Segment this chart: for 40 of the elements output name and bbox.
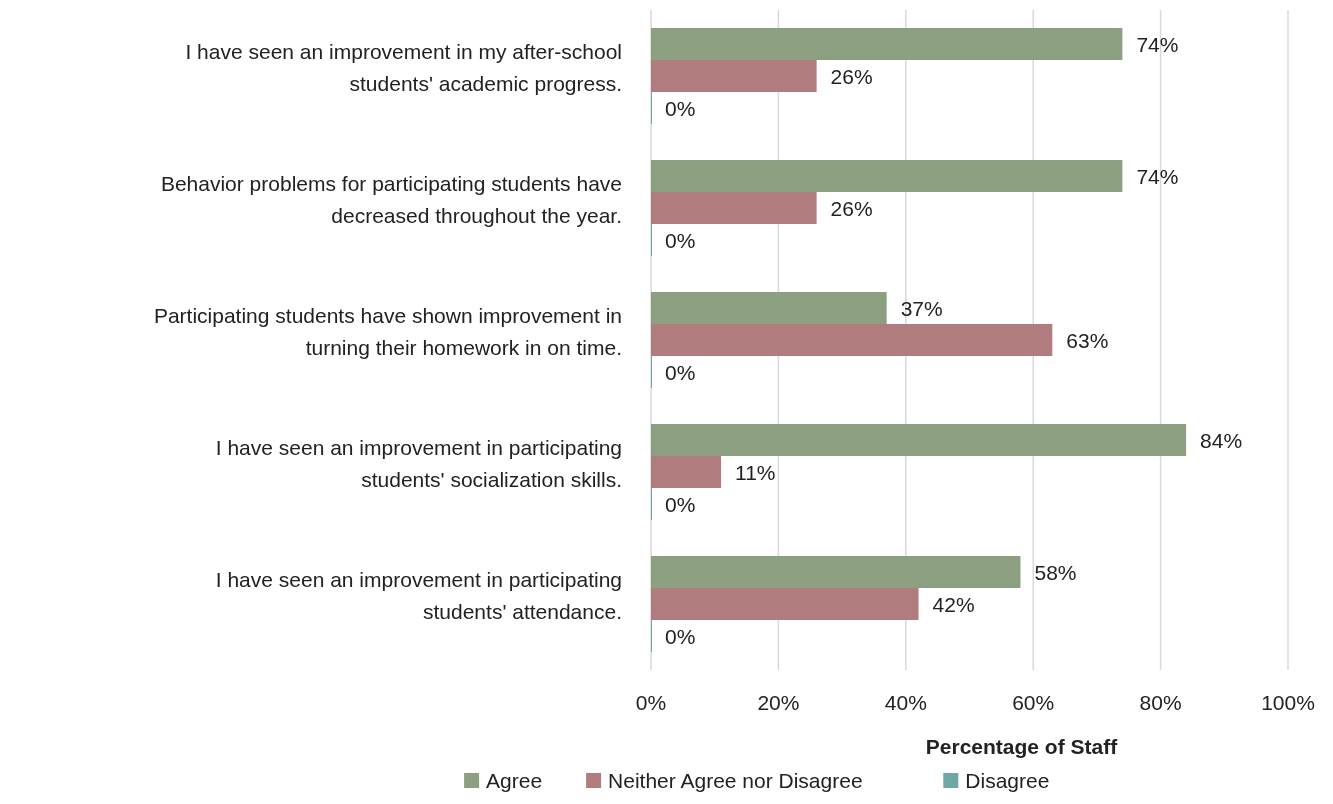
y-tick-label: I have seen an improvement in participating students' socialization skills.	[215, 436, 622, 491]
bar	[651, 424, 1187, 456]
x-tick-label: 80%	[1139, 691, 1182, 714]
data-label: 26%	[830, 65, 873, 88]
y-tick-label: I have seen an improvement in participating students' attendance.	[215, 568, 622, 623]
data-label: 0%	[665, 229, 696, 252]
bar	[651, 192, 817, 224]
data-label: 74%	[1136, 33, 1179, 56]
y-tick-label: Participating students have shown improvement in turning their homework in on time.	[153, 304, 622, 359]
data-label: 42%	[932, 593, 975, 616]
data-label: 0%	[665, 97, 696, 120]
x-tick-label: 60%	[1012, 691, 1055, 714]
x-tick-label: 100%	[1261, 691, 1315, 714]
y-tick-label: Behavior problems for participating students have decreased throughout the year.	[160, 172, 622, 227]
data-label: 0%	[665, 361, 696, 384]
bar	[651, 588, 919, 620]
legend-label: Agree	[486, 769, 543, 792]
x-axis-title: Percentage of Staff	[925, 735, 1119, 758]
legend-label: Neither Agree nor Disagree	[608, 769, 863, 792]
y-tick-label: I have seen an improvement in my after-school students' academic progress.	[185, 40, 622, 95]
x-tick-label: 0%	[635, 691, 667, 714]
data-label: 0%	[665, 493, 696, 516]
data-label: 37%	[900, 297, 943, 320]
data-label: 63%	[1066, 329, 1109, 352]
data-label: 0%	[665, 625, 696, 648]
data-label: 26%	[830, 197, 873, 220]
data-label: 11%	[735, 461, 776, 484]
data-label: 74%	[1136, 165, 1179, 188]
data-label: 58%	[1034, 561, 1077, 584]
data-label: 84%	[1200, 429, 1243, 452]
bar	[651, 556, 1021, 588]
bar	[651, 292, 887, 324]
bar	[651, 60, 817, 92]
x-tick-label: 20%	[757, 691, 800, 714]
x-tick-label: 40%	[884, 691, 927, 714]
bar	[651, 456, 722, 488]
bar	[651, 28, 1123, 60]
bar	[651, 324, 1053, 356]
legend-label: Disagree	[965, 769, 1050, 792]
bar	[651, 160, 1123, 192]
